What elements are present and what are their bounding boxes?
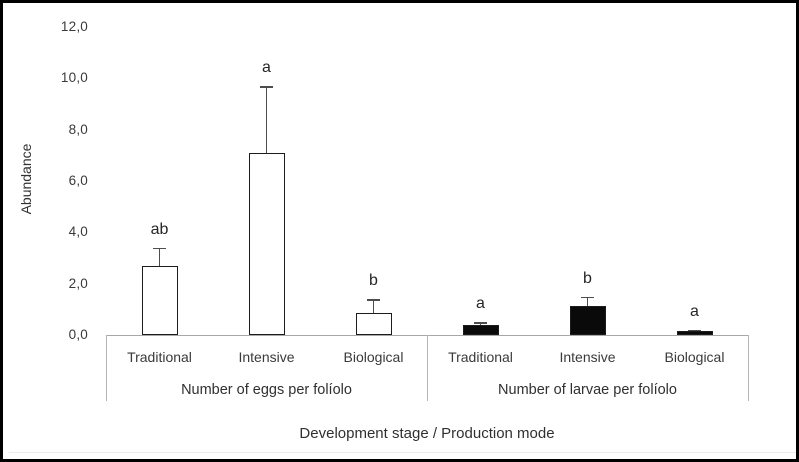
figure-bottom-rule [9, 452, 796, 453]
group-label-eggs: Number of eggs per folíolo [181, 382, 352, 398]
bar-larvae-biological [676, 331, 713, 335]
category-label-biological: Biological [343, 349, 404, 365]
error-bar-line [586, 296, 589, 309]
error-bar-cap [153, 247, 166, 250]
y-axis-tick-label: 4,0 [68, 224, 88, 240]
significance-letter: a [690, 302, 699, 320]
category-separator [748, 335, 749, 401]
significance-letter: a [476, 295, 485, 313]
category-label-traditional: Traditional [448, 349, 513, 365]
category-separator [427, 335, 428, 401]
error-bar-cap [581, 296, 594, 299]
error-bar-line [158, 247, 161, 269]
bar-eggs-biological [355, 313, 392, 335]
error-bar-line [265, 86, 268, 156]
y-axis-tick-label: 0,0 [68, 327, 88, 342]
error-bar-cap [474, 322, 487, 324]
category-separator [106, 335, 107, 401]
group-label-larvae: Number of larvae per folíolo [498, 382, 677, 398]
bar-larvae-traditional [462, 324, 499, 335]
y-axis-tick-label: 8,0 [68, 121, 88, 137]
error-bar-cap [688, 329, 701, 332]
significance-letter: ab [150, 220, 169, 238]
x-axis-title: Development stage / Production mode [299, 425, 555, 442]
bar-eggs-traditional [141, 265, 178, 335]
category-label-intensive: Intensive [238, 349, 295, 365]
y-axis-tick-label: 12,0 [60, 19, 88, 34]
category-label-intensive: Intensive [559, 349, 616, 365]
y-axis-title: Abundance [18, 143, 34, 215]
significance-letter: b [369, 272, 378, 290]
category-label-traditional: Traditional [127, 349, 192, 365]
bar-larvae-intensive [569, 305, 606, 335]
significance-letter: a [262, 59, 271, 76]
category-label-biological: Biological [664, 349, 725, 365]
y-axis-tick-label: 2,0 [68, 275, 88, 291]
error-bar-line [372, 299, 375, 317]
y-axis-tick-label: 10,0 [60, 70, 88, 86]
significance-letter: b [583, 269, 592, 287]
error-bar-cap [367, 299, 380, 301]
error-bar-cap [260, 86, 273, 88]
y-axis-tick-label: 6,0 [68, 173, 88, 188]
bar-eggs-intensive [248, 152, 285, 335]
